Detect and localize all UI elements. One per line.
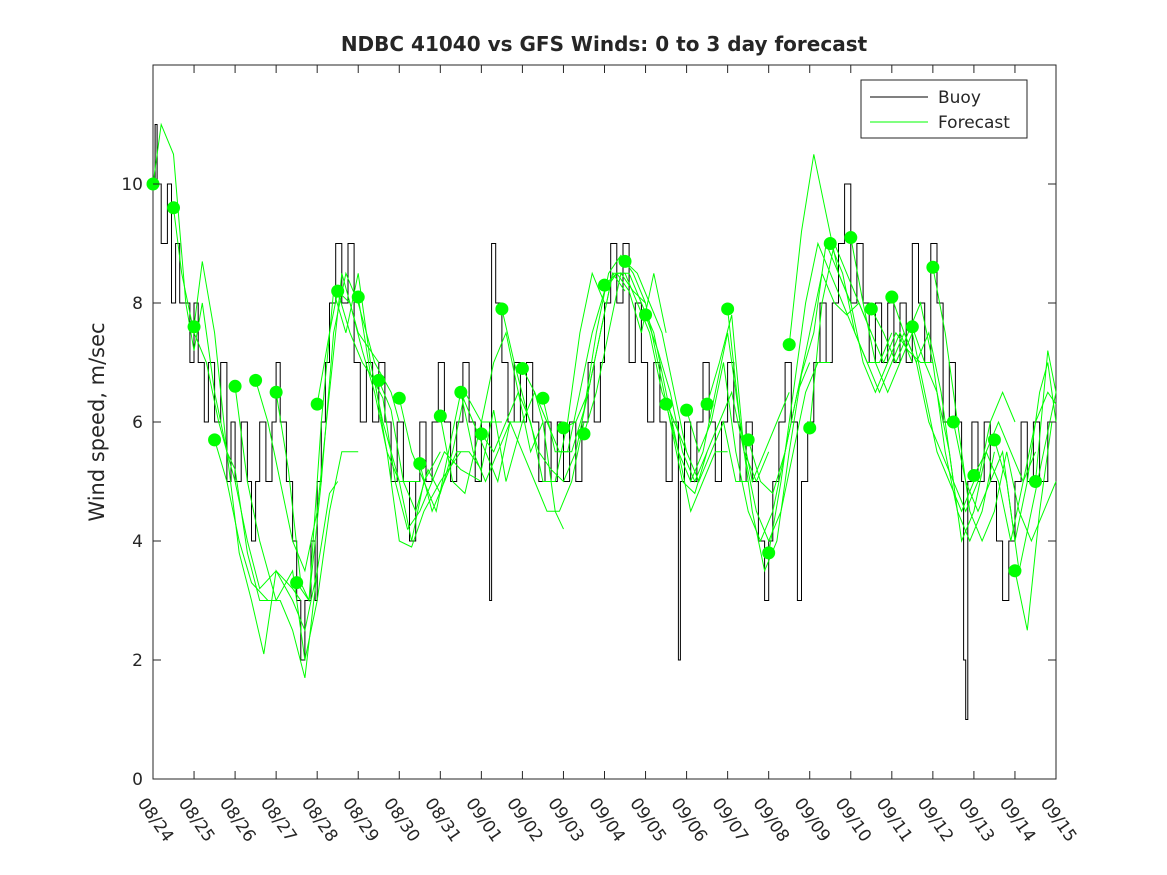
forecast-run-line [604,272,728,513]
forecast-run-line [275,271,400,603]
forecast-start-point [372,373,386,387]
forecast-run-line [911,326,1036,543]
forecast-run-line [993,392,1057,571]
forecast-start-point [556,421,570,435]
y-tick-label: 2 [132,651,143,671]
forecast-start-point [844,231,858,245]
forecast-start-point [721,302,735,316]
forecast-run-line [173,207,302,601]
forecast-run-line [378,380,502,513]
forecast-start-point [885,290,899,304]
forecast-start-point [864,302,878,316]
forecast-start-point [823,237,837,250]
y-tick-label: 4 [132,532,143,552]
forecast-start-point [577,427,591,441]
forecast-start-point [290,576,304,590]
forecast-run-line [870,301,995,543]
forecast-start-point [249,373,263,387]
forecast-start-point [782,338,796,352]
forecast-run-line [316,290,441,542]
forecast-run-line [439,331,564,530]
forecast-run-line [624,261,749,483]
forecast-start-point [167,201,181,215]
forecast-run-line [460,392,585,512]
forecast-start-point [454,385,468,399]
forecast-run-line [337,290,462,548]
forecast-run-line [932,267,1057,543]
legend-buoy-label: Buoy [938,88,981,108]
forecast-start-point [639,308,653,322]
forecast-start-point [515,361,529,375]
forecast-start-point [413,457,427,471]
forecast-start-point [700,397,714,411]
legend-forecast-label: Forecast [938,113,1010,133]
forecast-start-point [946,415,960,429]
legend-box [860,79,1028,139]
legend: Buoy Forecast [860,79,1028,139]
forecast-run-line [480,271,605,482]
forecast-start-point [987,433,1001,447]
y-axis-label: Wind speed, m/sec [85,322,109,521]
forecast-start-point [351,290,365,304]
forecast-start-point [762,546,776,560]
forecast-start-point [228,379,242,393]
forecast-start-point [310,397,324,411]
forecast-start-point [803,421,817,435]
forecast-start-point [495,302,509,316]
forecast-start-point [536,391,550,405]
forecast-start-point [741,433,755,447]
forecast-start-point [659,397,673,411]
forecast-run-line [706,314,831,543]
forecast-run-line [973,391,1057,542]
forecast-start-point [269,385,283,399]
forecast-run-line [809,241,933,428]
forecast-run-line [1035,350,1057,482]
forecast-start-point [474,427,488,441]
axes-box [152,64,1057,780]
forecast-start-point [187,320,201,334]
forecast-start-markers [146,177,1042,590]
y-tick-label: 0 [132,770,143,790]
y-axis: 0 2 4 6 8 10 [121,175,1056,790]
forecast-start-point [1008,564,1022,578]
y-tick-label: 10 [121,175,143,195]
forecast-run-line [214,439,339,679]
forecast-start-point [680,403,694,417]
forecast-start-point [598,278,611,292]
forecast-start-point [926,260,940,274]
forecast-start-point [433,409,447,423]
chart-title: NDBC 41040 vs GFS Winds: 0 to 3 day fore… [341,32,868,56]
forecast-start-point [392,391,406,405]
forecast-start-point [208,433,222,447]
forecast-start-point [1028,475,1042,488]
plot-area [146,64,1057,780]
forecast-run-line [234,386,359,661]
forecast-run-line [768,241,893,553]
forecast-run-line [152,122,277,601]
forecast-run-line [193,261,318,655]
forecast-start-point [967,469,981,483]
forecast-start-point [618,254,632,268]
y-tick-label: 6 [132,413,143,433]
y-tick-label: 8 [132,294,143,314]
forecast-run-line [727,241,852,573]
forecast-run-line [665,332,790,484]
forecast-start-point [331,284,345,298]
forecast-run-line [583,272,708,495]
forecast-start-point [905,320,919,334]
